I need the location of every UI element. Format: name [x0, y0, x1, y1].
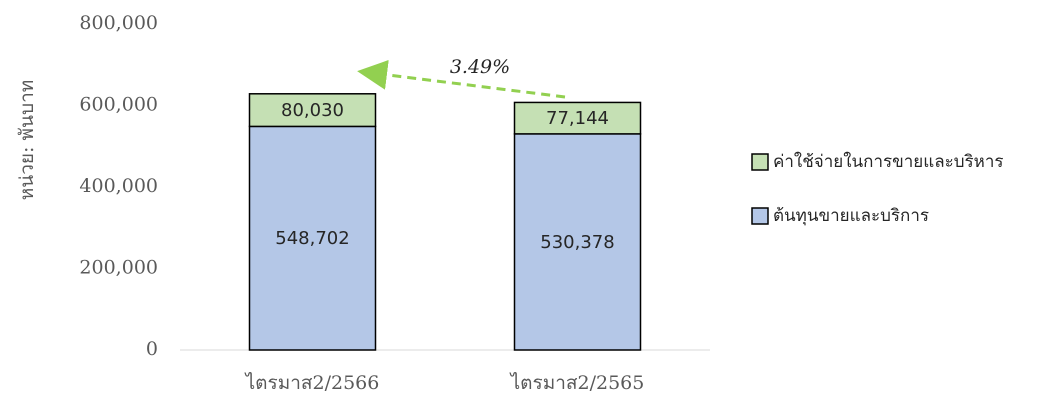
legend-swatch: [751, 207, 769, 225]
x-tick-label: ไตรมาส2/2565: [509, 372, 645, 394]
y-tick-label: 400,000: [79, 175, 158, 197]
y-tick-label: 800,000: [79, 12, 158, 34]
y-tick-label: 600,000: [79, 94, 158, 116]
legend-label: ค่าใช้จ่ายในการขายและบริหาร: [773, 151, 1004, 172]
trend-arrow: [357, 59, 566, 99]
data-label: 77,144: [546, 108, 609, 129]
x-tick-label: ไตรมาส2/2566: [244, 372, 380, 394]
bar-segment: [248, 125, 377, 351]
data-label: 548,702: [275, 228, 349, 249]
y-axis-label: หน่วย: พันบาท: [16, 80, 38, 201]
data-label: 80,030: [281, 100, 344, 121]
legend-swatch: [751, 153, 769, 171]
legend-label: ต้นทุนขายและบริการ: [773, 206, 929, 226]
bar-segment: [513, 133, 642, 351]
bar-segment: [513, 101, 642, 135]
bar-segment: [248, 93, 377, 128]
y-tick-label: 200,000: [79, 257, 158, 279]
annotation: 3.49%: [450, 56, 510, 78]
data-label: 530,378: [540, 232, 614, 253]
y-tick-label: 0: [146, 338, 158, 360]
